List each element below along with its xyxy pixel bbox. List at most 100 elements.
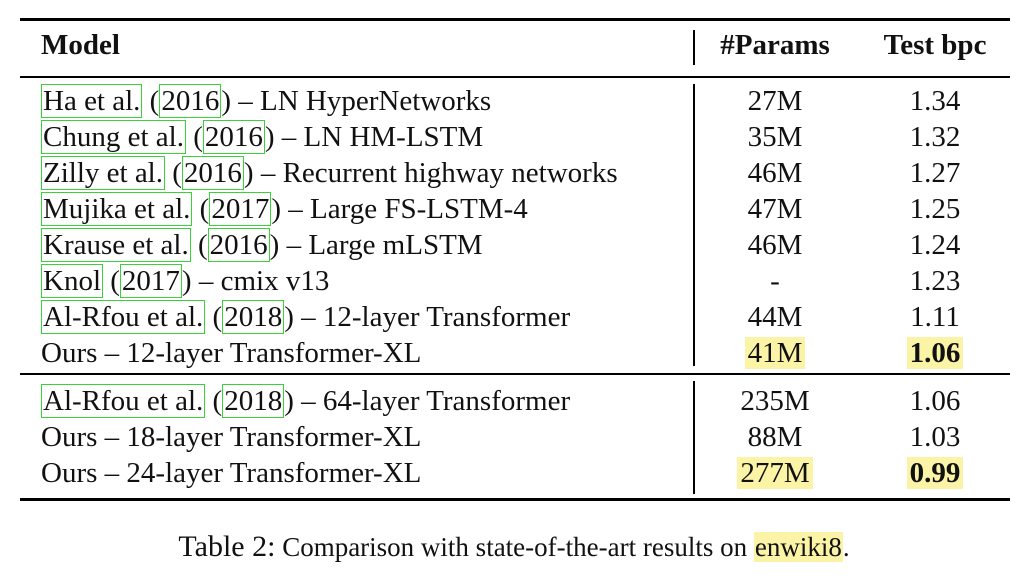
model-description: – LN HM-LSTM xyxy=(274,121,484,153)
bpc-value: 1.03 xyxy=(909,421,961,453)
table-row: Al-Rfou et al. (2018) – 64-layer Transfo… xyxy=(20,383,1010,419)
params-value: 41M xyxy=(744,337,806,369)
table-row: Ours – 24-layer Transformer-XL 277M 0.99 xyxy=(20,455,1010,491)
top-rule xyxy=(20,18,1010,21)
citation-year-link: 2016 xyxy=(202,120,265,154)
citation-link: Al-Rfou et al. xyxy=(41,300,206,334)
table-row: Ha et al. (2016) – LN HyperNetworks 27M 1.… xyxy=(20,83,1010,119)
model-description: – 12-layer Transformer xyxy=(293,301,571,333)
params-cell: 41M xyxy=(710,335,840,371)
bpc-cell: 1.24 xyxy=(860,227,1010,263)
header-row: Model #Params Test bpc xyxy=(20,27,1010,63)
bpc-cell: 1.03 xyxy=(860,419,1010,455)
citation-link: Krause et al. xyxy=(41,228,191,262)
citation-year-link: 2018 xyxy=(222,300,285,334)
table-row: Ours – 18-layer Transformer-XL 88M 1.03 xyxy=(20,419,1010,455)
header-rule xyxy=(20,76,1010,78)
params-cell: 235M xyxy=(710,383,840,419)
caption-dataset: enwiki8 xyxy=(753,532,843,562)
model-name: Ours – 24-layer Transformer-XL xyxy=(41,457,422,489)
bpc-value: 1.27 xyxy=(909,157,961,189)
params-value: 235M xyxy=(740,385,810,417)
bpc-cell: 0.99 xyxy=(860,455,1010,491)
header-bpc: Test bpc xyxy=(883,29,987,61)
header-model: Model xyxy=(41,29,120,61)
params-cell: 88M xyxy=(710,419,840,455)
bottom-rule xyxy=(20,498,1010,501)
table-row: Ours – 12-layer Transformer-XL 41M 1.06 xyxy=(20,335,1010,371)
citation-year-link: 2016 xyxy=(159,84,222,118)
params-cell: 277M xyxy=(710,455,840,491)
model-cell: Krause et al. (2016) – Large mLSTM xyxy=(41,228,483,262)
params-value: 277M xyxy=(737,457,813,489)
citation-year-link: 2016 xyxy=(181,156,244,190)
citation-year-link: 2017 xyxy=(119,264,182,298)
model-name: Ours – 18-layer Transformer-XL xyxy=(41,421,422,453)
params-value: 47M xyxy=(747,193,803,225)
table-row: Mujika et al. (2017) – Large FS-LSTM-4 47… xyxy=(20,191,1010,227)
model-description: – Large mLSTM xyxy=(279,229,483,261)
params-cell: 46M xyxy=(710,227,840,263)
bpc-value: 1.11 xyxy=(910,301,960,333)
citation-year-link: 2017 xyxy=(209,192,272,226)
params-cell: 35M xyxy=(710,119,840,155)
params-value: - xyxy=(770,265,780,297)
model-name: Ours – 12-layer Transformer-XL xyxy=(41,337,422,369)
model-cell: Mujika et al. (2017) – Large FS-LSTM-4 xyxy=(41,192,528,226)
group-rule xyxy=(20,373,1010,375)
bpc-value: 1.23 xyxy=(909,265,961,297)
caption-end: . xyxy=(842,532,850,562)
citation-link: Zilly et al. xyxy=(41,156,165,190)
model-cell: Knol (2017) – cmix v13 xyxy=(41,264,330,298)
bpc-cell: 1.25 xyxy=(860,191,1010,227)
table-row: Knol (2017) – cmix v13 - 1.23 xyxy=(20,263,1010,299)
model-description: – 64-layer Transformer xyxy=(293,385,571,417)
citation-year-link: 2016 xyxy=(207,228,270,262)
citation-year-link: 2018 xyxy=(222,384,285,418)
bpc-cell: 1.34 xyxy=(860,83,1010,119)
model-cell: Al-Rfou et al. (2018) – 12-layer Transfo… xyxy=(41,300,571,334)
params-value: 46M xyxy=(747,229,803,261)
citation-link: Al-Rfou et al. xyxy=(41,384,206,418)
model-cell: Chung et al. (2016) – LN HM-LSTM xyxy=(41,120,484,154)
model-description: – LN HyperNetworks xyxy=(231,85,492,117)
model-cell: Ha et al. (2016) – LN HyperNetworks xyxy=(41,84,492,118)
model-description: – cmix v13 xyxy=(191,265,330,297)
header-column-divider xyxy=(693,30,695,65)
table-row: Al-Rfou et al. (2018) – 12-layer Transfo… xyxy=(20,299,1010,335)
bpc-cell: 1.06 xyxy=(860,335,1010,371)
params-value: 44M xyxy=(747,301,803,333)
bpc-value: 0.99 xyxy=(906,457,964,489)
params-cell: 46M xyxy=(710,155,840,191)
group1-column-divider xyxy=(693,84,695,366)
group2-column-divider xyxy=(693,381,695,494)
params-cell: - xyxy=(710,263,840,299)
table-row: Krause et al. (2016) – Large mLSTM 46M 1.2… xyxy=(20,227,1010,263)
model-cell: Ours – 18-layer Transformer-XL xyxy=(41,419,421,455)
citation-link: Chung et al. xyxy=(41,120,186,154)
table-row: Zilly et al. (2016) – Recurrent highway … xyxy=(20,155,1010,191)
params-cell: 47M xyxy=(710,191,840,227)
bpc-value: 1.34 xyxy=(909,85,961,117)
bpc-value: 1.32 xyxy=(909,121,961,153)
model-cell: Al-Rfou et al. (2018) – 64-layer Transfo… xyxy=(41,384,571,418)
params-value: 88M xyxy=(747,421,803,453)
citation-link: Ha et al. xyxy=(41,84,143,118)
bpc-value: 1.25 xyxy=(909,193,961,225)
citation-link: Mujika et al. xyxy=(41,192,193,226)
model-cell: Zilly et al. (2016) – Recurrent highway … xyxy=(41,156,618,190)
bpc-cell: 1.11 xyxy=(860,299,1010,335)
bpc-value: 1.24 xyxy=(909,229,961,261)
bpc-cell: 1.06 xyxy=(860,383,1010,419)
params-value: 27M xyxy=(747,85,803,117)
params-cell: 27M xyxy=(710,83,840,119)
bpc-value: 1.06 xyxy=(909,385,961,417)
params-value: 46M xyxy=(747,157,803,189)
caption-text: Comparison with state-of-the-art results… xyxy=(275,532,754,562)
caption-label: Table 2: xyxy=(178,530,276,563)
model-description: – Recurrent highway networks xyxy=(253,157,618,189)
model-description: – Large FS-LSTM-4 xyxy=(280,193,528,225)
params-value: 35M xyxy=(747,121,803,153)
params-cell: 44M xyxy=(710,299,840,335)
table-caption: Table 2: Comparison with state-of-the-ar… xyxy=(0,530,1028,564)
